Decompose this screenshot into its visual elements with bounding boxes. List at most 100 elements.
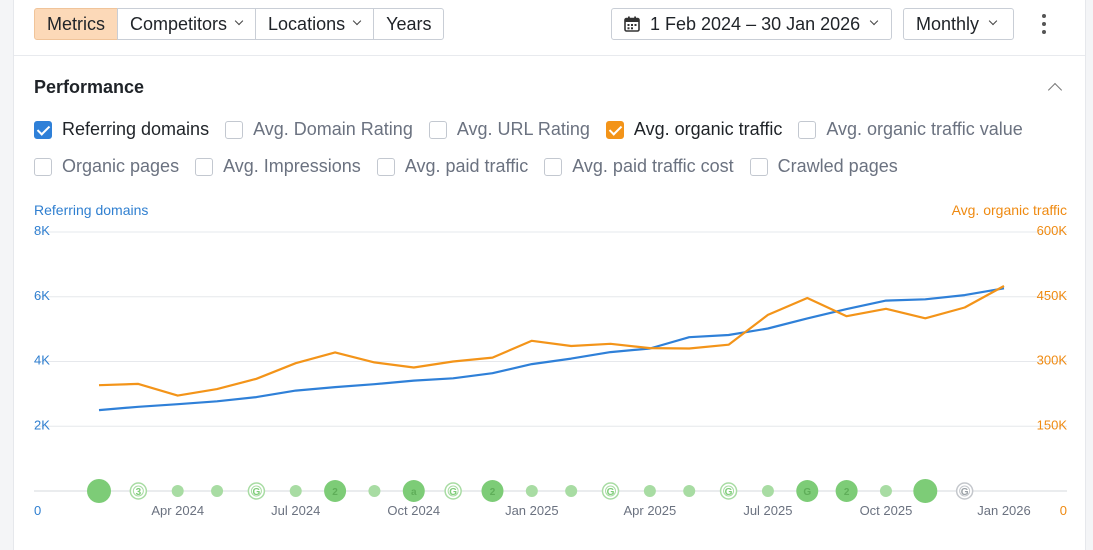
data-point[interactable] xyxy=(332,349,338,355)
annotation-marker[interactable] xyxy=(835,480,858,502)
annotation-marker[interactable] xyxy=(643,485,656,497)
data-point[interactable] xyxy=(411,378,417,384)
calendar-icon xyxy=(624,16,640,32)
data-point[interactable] xyxy=(844,313,850,319)
chevron-up-icon[interactable] xyxy=(1046,80,1064,94)
tab-years[interactable]: Years xyxy=(373,8,445,40)
annotation-marker[interactable] xyxy=(719,482,738,500)
data-point[interactable] xyxy=(922,315,928,321)
annotation-marker[interactable] xyxy=(129,482,148,500)
data-point[interactable] xyxy=(96,407,102,413)
data-point[interactable] xyxy=(568,343,574,349)
annotation-marker[interactable] xyxy=(913,479,938,503)
data-point[interactable] xyxy=(135,404,141,410)
checkbox-crawled-pages[interactable]: Crawled pages xyxy=(749,156,898,177)
annotation-marker[interactable] xyxy=(683,485,696,497)
chevron-down-icon xyxy=(870,18,878,26)
kebab-vertical-icon[interactable] xyxy=(1034,12,1054,36)
checkbox-checked-icon xyxy=(34,120,52,139)
annotation-marker[interactable] xyxy=(879,485,892,497)
data-point[interactable] xyxy=(608,341,614,347)
annotation-marker[interactable] xyxy=(87,479,111,503)
checkbox-avg-organic-traffic[interactable]: Avg. organic traffic xyxy=(605,119,782,140)
checkbox-avg-domain-rating[interactable]: Avg. Domain Rating xyxy=(225,119,413,140)
data-point[interactable] xyxy=(371,359,377,365)
annotation-marker[interactable] xyxy=(211,485,224,497)
data-point[interactable] xyxy=(962,305,968,311)
annotation-marker[interactable] xyxy=(402,480,425,502)
checkbox-avg-impressions[interactable]: Avg. Impressions xyxy=(195,156,361,177)
data-point[interactable] xyxy=(804,295,810,301)
data-point[interactable] xyxy=(804,315,810,321)
annotation-marker[interactable] xyxy=(289,485,302,497)
checkbox-avg-paid-traffic-cost[interactable]: Avg. paid traffic cost xyxy=(544,156,734,177)
data-point[interactable] xyxy=(96,382,102,388)
annotation-marker[interactable] xyxy=(525,485,538,497)
checkbox-avg-url-rating[interactable]: Avg. URL Rating xyxy=(428,119,590,140)
data-point[interactable] xyxy=(450,359,456,365)
data-point[interactable] xyxy=(1001,283,1007,289)
annotation-marker[interactable] xyxy=(796,480,819,502)
right-tick-label: 600K xyxy=(1037,223,1068,238)
data-point[interactable] xyxy=(568,356,574,362)
data-point[interactable] xyxy=(844,306,850,312)
checkbox-avg-organic-traffic-value[interactable]: Avg. organic traffic value xyxy=(798,119,1023,140)
annotation-marker[interactable] xyxy=(171,485,184,497)
annotation-marker[interactable] xyxy=(368,485,381,497)
data-point[interactable] xyxy=(135,381,141,387)
left-tick-label: 2K xyxy=(34,417,50,432)
data-point[interactable] xyxy=(450,375,456,381)
data-point[interactable] xyxy=(608,349,614,355)
annotation-marker[interactable] xyxy=(601,482,620,500)
data-point[interactable] xyxy=(726,332,732,338)
data-point[interactable] xyxy=(962,292,968,298)
x-tick-label: Oct 2025 xyxy=(860,503,913,518)
series-line-avg-organic-traffic xyxy=(98,285,1005,397)
data-point[interactable] xyxy=(489,355,495,361)
data-point[interactable] xyxy=(489,370,495,376)
data-point[interactable] xyxy=(726,342,732,348)
data-point[interactable] xyxy=(411,365,417,371)
tab-metrics[interactable]: Metrics xyxy=(34,8,118,40)
annotation-marker[interactable] xyxy=(444,482,462,500)
data-point[interactable] xyxy=(332,384,338,390)
left-tick-label: 6K xyxy=(34,288,50,303)
data-point[interactable] xyxy=(293,388,299,394)
data-point[interactable] xyxy=(765,312,771,318)
data-point[interactable] xyxy=(253,376,259,382)
tab-competitors[interactable]: Competitors xyxy=(117,8,257,40)
data-point[interactable] xyxy=(529,338,535,344)
annotation-marker[interactable] xyxy=(565,485,578,497)
metrics-checkbox-row-2: Organic pages Avg. Impressions Avg. paid t… xyxy=(34,156,914,177)
tab-locations[interactable]: Locations xyxy=(255,8,375,40)
data-point[interactable] xyxy=(686,346,692,352)
chevron-down-icon xyxy=(353,18,361,26)
annotation-marker[interactable] xyxy=(324,480,347,502)
data-point[interactable] xyxy=(883,298,889,304)
data-point[interactable] xyxy=(647,345,653,351)
data-point[interactable] xyxy=(214,386,220,392)
data-point[interactable] xyxy=(293,360,299,366)
data-point[interactable] xyxy=(214,398,220,404)
period-select[interactable]: Monthly xyxy=(903,8,1014,40)
checkbox-avg-paid-traffic[interactable]: Avg. paid traffic xyxy=(376,156,528,177)
data-point[interactable] xyxy=(175,393,181,399)
data-point[interactable] xyxy=(883,306,889,312)
data-point[interactable] xyxy=(529,361,535,367)
data-point[interactable] xyxy=(922,296,928,302)
annotation-marker[interactable] xyxy=(761,485,774,497)
checkbox-checked-icon xyxy=(605,120,624,139)
annotation-marker[interactable] xyxy=(481,480,504,502)
data-point[interactable] xyxy=(765,325,771,331)
checkbox-organic-pages[interactable]: Organic pages xyxy=(34,156,179,177)
right-tick-label: 0 xyxy=(1060,503,1067,518)
annotation-ring xyxy=(132,485,144,497)
data-point[interactable] xyxy=(371,381,377,387)
data-point[interactable] xyxy=(253,394,259,400)
annotation-marker[interactable] xyxy=(955,482,974,500)
annotation-marker[interactable] xyxy=(247,482,266,500)
checkbox-referring-domains[interactable]: Referring domains xyxy=(34,119,209,140)
data-point[interactable] xyxy=(175,401,181,407)
data-point[interactable] xyxy=(686,334,692,340)
date-range-picker[interactable]: 1 Feb 2024 – 30 Jan 2026 xyxy=(611,8,892,40)
